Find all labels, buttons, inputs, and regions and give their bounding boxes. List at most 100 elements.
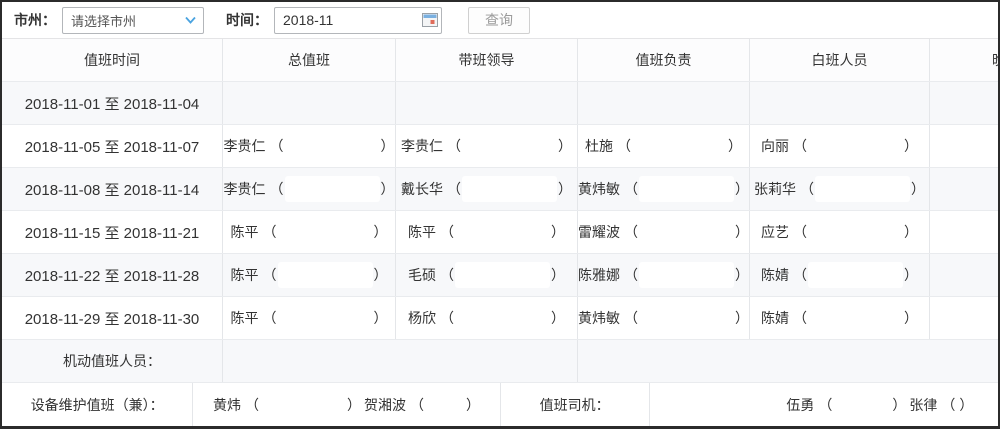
duty-note-input[interactable]	[639, 305, 734, 331]
duty-note-input[interactable]	[815, 176, 910, 202]
duty-note-input[interactable]	[833, 391, 892, 418]
duty-cell	[223, 82, 396, 124]
paren-open: （	[624, 267, 638, 283]
duty-entry: 黄炜 （ ）	[213, 391, 362, 418]
paren-open: （	[440, 310, 454, 326]
duty-cell	[930, 254, 998, 296]
person-name: 陈平	[230, 267, 259, 283]
table-row: 2018-11-29 至 2018-11-30 陈平（）杨欣（）黄炜敏（）陈婧（）	[2, 297, 998, 340]
duty-cell	[578, 82, 750, 124]
paren-open: （	[818, 396, 833, 413]
duty-note-input[interactable]	[284, 133, 380, 159]
duty-note-input[interactable]	[632, 133, 727, 159]
paren-open: （	[410, 396, 425, 413]
duty-note-input[interactable]	[808, 219, 903, 245]
duty-cell	[930, 82, 998, 124]
duty-note-input[interactable]	[808, 305, 903, 331]
query-button[interactable]: 查询	[468, 6, 530, 34]
mobile-duty-cell-2	[578, 340, 998, 382]
duty-note-input[interactable]	[639, 262, 734, 288]
person-name: 陈平	[230, 224, 259, 240]
duty-note-input[interactable]	[425, 391, 466, 418]
duty-note-input[interactable]	[455, 219, 550, 245]
paren-close: ）	[380, 181, 395, 197]
paren-close: ）	[551, 267, 565, 283]
duty-note-input[interactable]	[639, 176, 734, 202]
paren-open: （	[269, 138, 284, 154]
person-name: 张律	[909, 396, 938, 413]
time-input[interactable]	[275, 12, 419, 28]
paren-open: （	[245, 396, 260, 413]
person-name: 毛硕	[408, 267, 436, 283]
duty-cell: 杨欣（ ）	[396, 297, 578, 339]
paren-open: （	[440, 267, 454, 283]
person-name: 戴长华	[401, 181, 443, 197]
paren-close: ）	[558, 138, 572, 154]
person-name: 李贵仁	[401, 138, 443, 154]
person-name: 陈平	[408, 224, 436, 240]
paren-open: （	[447, 138, 461, 154]
paren-close: ）	[911, 181, 925, 197]
paren-close: ）	[558, 181, 572, 197]
paren-close: ）	[959, 396, 974, 413]
duty-note-input[interactable]	[260, 391, 347, 418]
duty-cell: 陈婧（ ）	[750, 254, 930, 296]
duty-note-input[interactable]	[277, 262, 373, 288]
paren-close: ）	[373, 267, 388, 283]
duty-time: 2018-11-22 至 2018-11-28	[2, 254, 223, 296]
paren-close: ）	[904, 310, 918, 326]
duty-note-input[interactable]	[462, 176, 557, 202]
duty-note-input[interactable]	[639, 219, 734, 245]
header-duty-manager: 值班负责	[578, 39, 750, 81]
person-name: 陈平	[230, 310, 259, 326]
region-select[interactable]: 请选择市州	[62, 6, 204, 34]
time-label: 时间：	[226, 12, 268, 28]
paren-close: ）	[551, 224, 565, 240]
duty-note-input[interactable]	[277, 219, 373, 245]
duty-note-input[interactable]	[808, 262, 903, 288]
paren-open: （	[447, 181, 461, 197]
duty-cell: 陈平（ ）	[223, 297, 396, 339]
duty-time: 2018-11-29 至 2018-11-30	[2, 297, 223, 339]
duty-cell: 陈平（ ）	[396, 211, 578, 253]
toolbar: 市州： 请选择市州 时间： 查询	[2, 2, 998, 38]
duty-cell: 毛硕（ ）	[396, 254, 578, 296]
duty-cell: 李贵仁（ ）	[396, 125, 578, 167]
duty-note-input[interactable]	[277, 305, 373, 331]
paren-close: ）	[551, 310, 565, 326]
mobile-duty-cell	[223, 340, 578, 382]
person-name: 黄炜敏	[578, 181, 620, 197]
calendar-icon[interactable]	[419, 13, 441, 27]
device-duty-label: 设备维护值班（兼）：	[2, 383, 194, 426]
duty-note-input[interactable]	[455, 305, 550, 331]
paren-close: ）	[373, 310, 388, 326]
paren-open: （	[793, 267, 807, 283]
duty-cell	[930, 297, 998, 339]
table-row: 2018-11-01 至 2018-11-04	[2, 82, 998, 125]
duty-entry: 张律 （ ）	[909, 391, 974, 418]
paren-open: （	[262, 267, 277, 283]
person-name: 雷耀波	[578, 224, 620, 240]
paren-close: ）	[892, 396, 907, 413]
duty-note-input[interactable]	[808, 133, 903, 159]
paren-open: （	[793, 138, 807, 154]
duty-note-input[interactable]	[462, 133, 557, 159]
duty-note-input[interactable]	[955, 391, 960, 418]
duty-cell: 张莉华（ ）	[750, 168, 930, 210]
paren-close: ）	[466, 396, 481, 413]
header-general-duty: 总值班	[223, 39, 396, 81]
person-name: 张莉华	[754, 181, 796, 197]
time-field	[274, 6, 442, 34]
paren-close: ）	[347, 396, 362, 413]
duty-note-input[interactable]	[284, 176, 380, 202]
paren-open: （	[793, 310, 807, 326]
paren-open: （	[624, 181, 638, 197]
duty-cell: 杜施（ ）	[578, 125, 750, 167]
duty-note-input[interactable]	[455, 262, 550, 288]
person-name: 黄炜	[213, 396, 242, 413]
duty-cell: 应艺（ ）	[750, 211, 930, 253]
paren-open: （	[624, 310, 638, 326]
duty-cell: 戴长华（ ）	[396, 168, 578, 210]
paren-close: ）	[373, 224, 388, 240]
